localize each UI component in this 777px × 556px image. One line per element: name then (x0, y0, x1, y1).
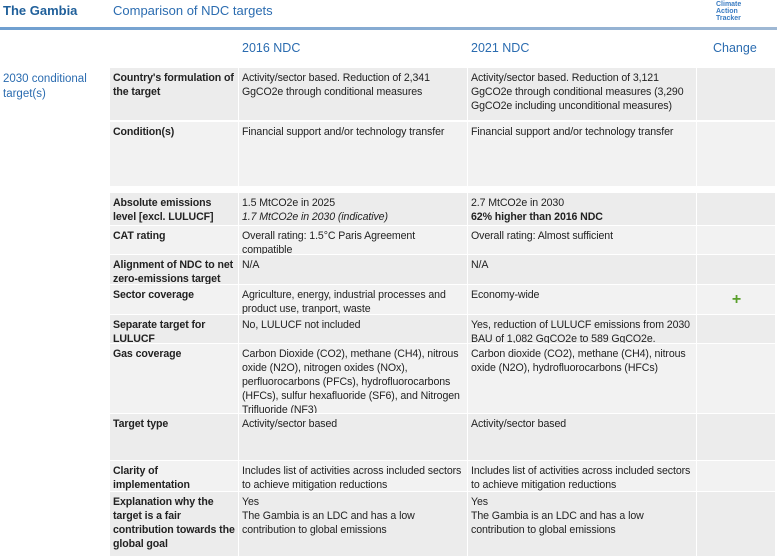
table-cell (697, 255, 775, 284)
table-cell: Includes list of activities across inclu… (468, 461, 696, 491)
cell-line: Financial support and/or technology tran… (242, 126, 445, 138)
cell-line: Activity/sector based (471, 418, 567, 430)
logo-line: Climate (716, 1, 742, 8)
table-cell: Carbon Dioxide (CO2), methane (CH4), nit… (239, 344, 467, 413)
section-label: 2030 conditional target(s) (3, 73, 87, 100)
table-cell: Yes The Gambia is an LDC and has a low co… (468, 492, 696, 556)
cell-line: Activity/sector based. Reduction of 3,12… (471, 72, 684, 112)
table-cell: N/A (468, 255, 696, 284)
cell-line: N/A (242, 259, 260, 271)
cell-line: The Gambia is an LDC and has a low contr… (471, 510, 644, 536)
table-cell: + (697, 285, 775, 314)
table-cell: Absolute emissions level [excl. LULUCF] (110, 193, 238, 225)
cell-line: N/A (471, 259, 489, 271)
table-cell: Agriculture, energy, industrial processe… (239, 285, 467, 314)
table-cell: No, LULUCF not included (239, 315, 467, 343)
table-cell: Activity/sector based (468, 414, 696, 460)
table-cell: Financial support and/or technology tran… (239, 122, 467, 186)
header-rule (0, 27, 777, 30)
table-cell: Explanation why the target is a fair con… (110, 492, 238, 556)
table-cell: Activity/sector based (239, 414, 467, 460)
table-cell: Clarity of implementation (110, 461, 238, 491)
table-cell: Overall rating: Almost sufficient (468, 226, 696, 254)
cell-line: 1.5 MtCO2e in 2025 (242, 197, 336, 209)
cell-line: Overall rating: Almost sufficient (471, 230, 613, 242)
cell-line: 1.7 MtCO2e in 2030 (indicative) (242, 211, 388, 223)
cell-line: Carbon Dioxide (CO2), methane (CH4), nit… (242, 348, 460, 413)
table-cell (697, 344, 775, 413)
column-header: Change (713, 41, 757, 55)
table-cell (697, 414, 775, 460)
table-cell: Yes, reduction of LULUCF emissions from … (468, 315, 696, 343)
cell-line: Includes list of activities across inclu… (471, 465, 691, 491)
table-cell (697, 492, 775, 556)
page-title: Comparison of NDC targets (113, 3, 273, 18)
cell-line: Yes, reduction of LULUCF emissions from … (471, 319, 690, 343)
table-cell: Activity/sector based. Reduction of 3,12… (468, 68, 696, 120)
cell-line: 2.7 MtCO2e in 2030 (471, 197, 565, 209)
table-cell: Includes list of activities across inclu… (239, 461, 467, 491)
table-cell: Carbon dioxide (CO2), methane (CH4), nit… (468, 344, 696, 413)
table-cell (697, 193, 775, 225)
table-cell: Financial support and/or technology tran… (468, 122, 696, 186)
cell-line: Financial support and/or technology tran… (471, 126, 674, 138)
country: The Gambia (3, 3, 78, 18)
table-cell: Target type (110, 414, 238, 460)
table-cell (697, 461, 775, 491)
table-cell: Activity/sector based. Reduction of 2,34… (239, 68, 467, 120)
cell-line: Economy-wide (471, 289, 540, 301)
logo: Climate Action Tracker (716, 1, 741, 22)
cell-line: Overall rating: 1.5°C Paris Agreement co… (242, 230, 416, 254)
table-cell: Country's formulation of the target (110, 68, 238, 120)
table-cell: Economy-wide (468, 285, 696, 314)
table-cell: Gas coverage (110, 344, 238, 413)
cell-line: Yes (471, 496, 488, 508)
table-cell (697, 315, 775, 343)
table-cell: 1.5 MtCO2e in 2025 1.7 MtCO2e in 2030 (in… (239, 193, 467, 225)
table-cell (697, 122, 775, 186)
table-cell: Sector coverage (110, 285, 238, 314)
cell-line: Includes list of activities across inclu… (242, 465, 462, 491)
cell-line: The Gambia is an LDC and has a low contr… (242, 510, 415, 536)
cell-line: Agriculture, energy, industrial processe… (242, 289, 446, 314)
table-cell: Condition(s) (110, 122, 238, 186)
column-header: 2021 NDC (471, 41, 530, 55)
table-cell: N/A (239, 255, 467, 284)
cell-line: Activity/sector based (242, 418, 338, 430)
table-cell: Overall rating: 1.5°C Paris Agreement co… (239, 226, 467, 254)
table-cell: Separate target for LULUCF (110, 315, 238, 343)
column-header: 2016 NDC (242, 41, 301, 55)
table-cell: 2.7 MtCO2e in 2030 62% higher than 2016 N… (468, 193, 696, 225)
cell-line: 62% higher than 2016 NDC (471, 211, 603, 223)
cell-line: No, LULUCF not included (242, 319, 361, 331)
cell-line: Carbon dioxide (CO2), methane (CH4), nit… (471, 348, 686, 374)
table-cell: Yes The Gambia is an LDC and has a low co… (239, 492, 467, 556)
table-cell: Alignment of NDC to net zero-emissions t… (110, 255, 238, 284)
table-cell (697, 68, 775, 120)
cell-line: Activity/sector based. Reduction of 2,34… (242, 72, 430, 98)
table-cell: CAT rating (110, 226, 238, 254)
cell-line: Yes (242, 496, 259, 508)
logo-line: Tracker (716, 15, 741, 22)
table-cell (697, 226, 775, 254)
logo-line: Action (716, 8, 738, 15)
